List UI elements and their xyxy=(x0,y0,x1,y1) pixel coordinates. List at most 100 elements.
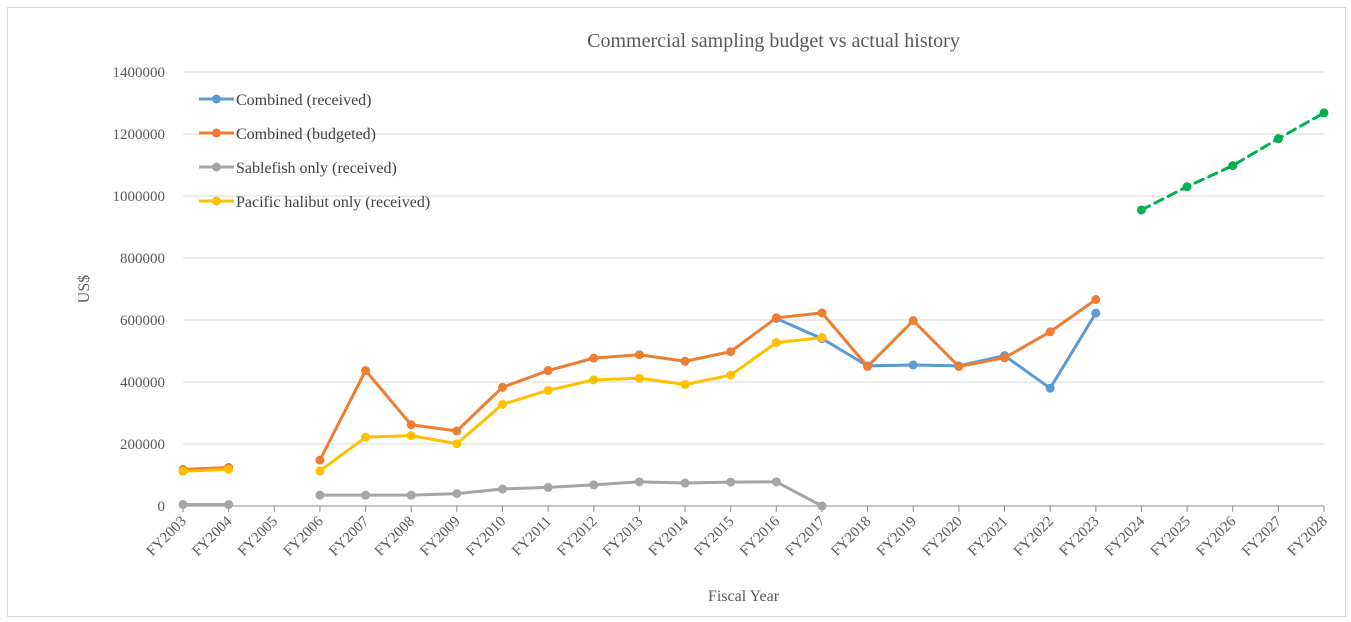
data-point-combined-budgeted xyxy=(452,426,462,436)
data-point-series-5 xyxy=(1319,108,1329,118)
y-tick-label: 0 xyxy=(158,499,166,515)
data-point-combined-budgeted xyxy=(589,353,599,363)
series-line-combined-received xyxy=(774,311,1098,390)
data-point-sablefish-only-received xyxy=(680,478,690,488)
y-tick-label: 400000 xyxy=(120,375,165,391)
data-point-combined-budgeted xyxy=(1091,295,1101,305)
x-tick-label: FY2026 xyxy=(1193,513,1239,559)
x-tick-label: FY2011 xyxy=(509,514,555,560)
y-tick-label: 1400000 xyxy=(113,65,166,81)
legend-swatch-marker-combined-budgeted xyxy=(212,128,221,138)
chart-title: Commercial sampling budget vs actual his… xyxy=(587,30,960,52)
data-point-sablefish-only-received xyxy=(452,489,462,499)
data-point-sablefish-only-received xyxy=(178,499,188,509)
series-line-combined-budgeted xyxy=(318,298,1098,462)
data-point-combined-budgeted xyxy=(361,366,371,376)
data-point-combined-budgeted xyxy=(863,362,873,371)
data-point-pacific-halibut-only-received xyxy=(361,432,371,442)
y-tick-label: 1000000 xyxy=(113,189,166,205)
x-tick-label: FY2009 xyxy=(418,514,464,560)
data-point-pacific-halibut-only-received xyxy=(315,466,325,476)
chart-frame xyxy=(7,7,1346,617)
series-line-pacific-halibut-only-received xyxy=(318,336,824,473)
x-tick-label: FY2021 xyxy=(965,514,1011,560)
data-point-combined-budgeted xyxy=(954,362,964,371)
data-point-pacific-halibut-only-received xyxy=(406,431,416,441)
x-tick-label: FY2012 xyxy=(554,514,600,560)
data-point-pacific-halibut-only-received xyxy=(589,375,599,385)
x-tick-label: FY2019 xyxy=(874,514,920,560)
series-line-pacific-halibut-only-received xyxy=(181,467,231,473)
data-point-combined-budgeted xyxy=(543,366,553,376)
data-point-combined-budgeted xyxy=(634,350,644,360)
x-tick-label: FY2027 xyxy=(1239,513,1285,559)
data-point-combined-budgeted xyxy=(1045,327,1055,337)
data-point-series-5 xyxy=(1136,205,1146,215)
x-tick-label: FY2022 xyxy=(1011,514,1057,560)
series-line-sablefish-only-received xyxy=(318,480,824,508)
y-tick-label: 800000 xyxy=(120,251,165,267)
data-point-sablefish-only-received xyxy=(771,477,781,487)
data-point-pacific-halibut-only-received xyxy=(224,464,234,474)
data-point-combined-received xyxy=(908,360,918,370)
data-point-pacific-halibut-only-received xyxy=(726,370,736,380)
x-tick-label: FY2017 xyxy=(783,513,829,559)
legend-swatch-marker-sablefish-only-received xyxy=(212,162,221,172)
x-tick-label: FY2008 xyxy=(372,514,418,560)
data-point-series-5 xyxy=(1182,182,1192,192)
x-tick-label: FY2006 xyxy=(281,513,327,559)
legend-label-pacific-halibut-only-received: Pacific halibut only (received) xyxy=(236,194,430,211)
data-point-sablefish-only-received xyxy=(406,490,416,500)
data-point-combined-budgeted xyxy=(680,356,690,366)
data-point-combined-budgeted xyxy=(406,420,416,430)
data-point-combined-budgeted xyxy=(1000,353,1010,363)
x-axis-title: Fiscal Year xyxy=(708,588,780,605)
x-tick-label: FY2013 xyxy=(600,514,646,560)
x-tick-label: FY2016 xyxy=(737,513,783,559)
data-point-sablefish-only-received xyxy=(497,484,507,494)
y-tick-label: 200000 xyxy=(120,437,165,453)
data-point-sablefish-only-received xyxy=(726,477,736,487)
data-point-sablefish-only-received xyxy=(543,482,553,492)
data-point-combined-budgeted xyxy=(315,455,325,465)
x-tick-label: FY2015 xyxy=(691,514,737,560)
data-point-pacific-halibut-only-received xyxy=(497,399,507,409)
x-tick-label: FY2024 xyxy=(1102,513,1148,559)
data-point-pacific-halibut-only-received xyxy=(817,333,827,343)
data-point-sablefish-only-received xyxy=(315,490,325,500)
legend-swatch-marker-combined-received xyxy=(212,94,221,104)
data-point-sablefish-only-received xyxy=(589,480,599,490)
data-point-series-5 xyxy=(1273,134,1283,144)
y-tick-label: 600000 xyxy=(120,313,165,329)
data-point-pacific-halibut-only-received xyxy=(543,385,553,395)
legend-label-combined-received: Combined (received) xyxy=(236,92,372,109)
data-point-sablefish-only-received xyxy=(361,490,371,500)
data-point-combined-budgeted xyxy=(726,347,736,357)
data-point-combined-received xyxy=(1045,383,1055,393)
series-line-combined-budgeted xyxy=(181,466,231,471)
data-point-sablefish-only-received xyxy=(817,501,827,511)
y-axis-title: US$ xyxy=(76,275,93,303)
data-point-sablefish-only-received xyxy=(634,477,644,487)
data-point-combined-budgeted xyxy=(817,308,827,318)
x-tick-label: FY2003 xyxy=(144,514,190,560)
data-point-combined-budgeted xyxy=(771,313,781,323)
x-tick-label: FY2028 xyxy=(1285,514,1331,560)
x-tick-label: FY2018 xyxy=(828,514,874,560)
data-point-pacific-halibut-only-received xyxy=(771,338,781,348)
series-line-series-5 xyxy=(1139,111,1326,212)
x-tick-label: FY2025 xyxy=(1148,514,1194,560)
data-point-sablefish-only-received xyxy=(224,499,234,509)
data-point-combined-received xyxy=(1091,308,1101,318)
data-point-pacific-halibut-only-received xyxy=(680,379,690,389)
x-tick-label: FY2023 xyxy=(1057,514,1103,560)
legend-swatch-marker-pacific-halibut-only-received xyxy=(212,196,221,206)
x-tick-label: FY2010 xyxy=(463,514,509,560)
data-point-pacific-halibut-only-received xyxy=(178,466,188,476)
y-tick-label: 1200000 xyxy=(113,127,166,143)
data-point-pacific-halibut-only-received xyxy=(452,439,462,449)
data-point-combined-budgeted xyxy=(497,382,507,392)
data-point-pacific-halibut-only-received xyxy=(634,373,644,383)
x-tick-label: FY2020 xyxy=(920,514,966,560)
